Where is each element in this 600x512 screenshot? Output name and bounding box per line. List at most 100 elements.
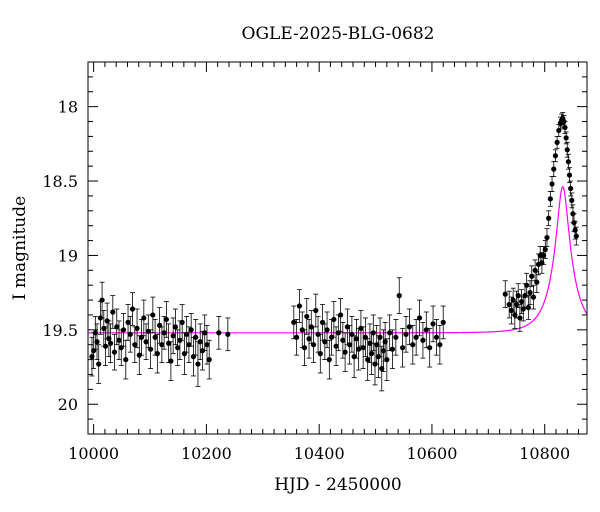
data-point [502, 280, 508, 308]
data-marker [154, 351, 160, 357]
data-marker [326, 357, 332, 363]
data-marker [353, 336, 359, 342]
data-marker [204, 342, 210, 348]
data-point [154, 333, 160, 374]
data-point [342, 332, 348, 372]
data-point [152, 319, 158, 356]
data-point [111, 333, 118, 371]
data-point [406, 308, 412, 346]
data-point [387, 314, 393, 352]
data-marker [306, 336, 312, 342]
data-marker [356, 346, 362, 352]
y-tick-label: 19.5 [42, 321, 78, 340]
data-marker [134, 325, 140, 331]
data-point [102, 326, 109, 366]
data-point [118, 329, 124, 366]
data-marker [99, 297, 105, 303]
data-marker [188, 327, 194, 333]
data-point [377, 317, 383, 358]
data-point [547, 191, 553, 207]
data-marker [403, 331, 409, 337]
data-marker [324, 327, 330, 333]
y-tick-label: 18 [58, 98, 78, 117]
data-marker [175, 345, 181, 351]
data-point [353, 319, 359, 359]
data-point [527, 280, 533, 305]
data-point [127, 316, 133, 353]
data-marker [304, 313, 310, 320]
data-marker [527, 290, 533, 296]
data-marker [384, 357, 390, 363]
data-marker [132, 342, 138, 348]
data-point [296, 289, 303, 323]
data-point [161, 316, 167, 350]
data-point [304, 298, 310, 335]
data-marker [116, 337, 122, 343]
data-point [204, 324, 210, 365]
data-marker [410, 342, 416, 348]
data-marker [430, 321, 436, 327]
data-marker [566, 172, 573, 178]
data-point [549, 176, 555, 192]
data-point [393, 319, 399, 356]
data-point [565, 153, 571, 170]
data-point [326, 339, 332, 380]
data-point [396, 277, 402, 314]
data-marker [168, 358, 174, 364]
data-marker [515, 293, 521, 299]
data-point [99, 281, 105, 319]
data-point [440, 305, 446, 340]
data-marker [225, 331, 231, 337]
data-marker [147, 346, 154, 352]
data-marker [172, 324, 178, 330]
data-marker [569, 197, 575, 203]
data-marker [322, 339, 328, 345]
data-marker [416, 315, 423, 321]
data-marker [340, 337, 346, 343]
data-point [416, 299, 423, 337]
x-tick-label: 10200 [181, 444, 232, 463]
data-point [168, 341, 174, 381]
data-point [319, 304, 326, 341]
data-marker [396, 293, 402, 299]
data-marker [195, 361, 201, 367]
data-marker [163, 316, 169, 323]
data-marker [143, 339, 149, 345]
data-marker [552, 153, 559, 159]
data-marker [437, 342, 443, 348]
data-point [427, 327, 433, 368]
data-point [110, 295, 116, 329]
data-point [517, 304, 523, 332]
x-tick-label: 10800 [519, 444, 570, 463]
data-marker [554, 139, 560, 145]
data-point [551, 161, 557, 177]
data-marker [331, 316, 337, 323]
data-point [437, 324, 443, 365]
data-marker [502, 291, 508, 297]
data-point [360, 326, 366, 369]
data-point [515, 283, 521, 308]
data-point [423, 311, 429, 349]
data-marker [564, 147, 570, 153]
data-point [175, 329, 181, 366]
data-point [114, 308, 120, 346]
data-point [344, 308, 350, 346]
data-marker [517, 315, 523, 321]
data-marker [377, 334, 383, 340]
data-point [410, 324, 416, 365]
data-point [506, 290, 512, 319]
data-marker [184, 331, 190, 337]
data-marker [551, 166, 557, 172]
data-point [166, 323, 172, 363]
data-point [554, 135, 560, 149]
data-marker [524, 282, 530, 288]
data-point [116, 320, 122, 361]
data-point [96, 344, 102, 384]
data-point [181, 332, 188, 375]
data-point [197, 323, 203, 361]
data-point [147, 329, 154, 369]
data-marker [170, 333, 176, 339]
data-point [351, 335, 357, 378]
data-marker [125, 319, 131, 325]
data-marker [301, 345, 308, 351]
